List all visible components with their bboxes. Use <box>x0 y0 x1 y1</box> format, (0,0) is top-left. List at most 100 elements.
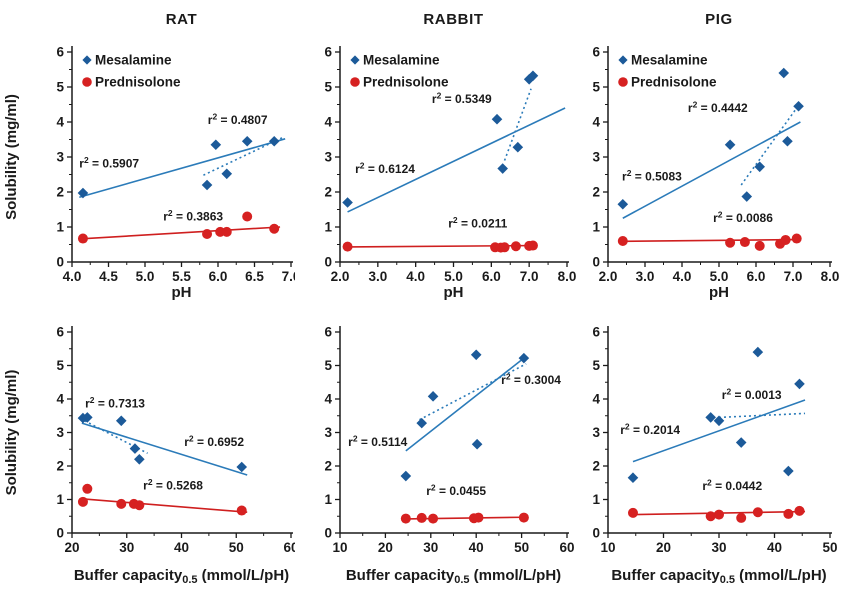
x-tick-label: 7.0 <box>282 269 295 284</box>
y-axis-label: Solubility (mg/ml) <box>3 370 20 496</box>
data-point-mesalamine <box>241 135 253 147</box>
x-tick-label: 6.0 <box>209 269 228 284</box>
x-tick-label: 20 <box>378 540 393 555</box>
y-tick-label: 3 <box>592 425 600 440</box>
x-axis-label: Buffer capacity0.5 (mmol/L/pH) <box>74 567 289 586</box>
legend-marker-prednisolone <box>82 77 92 87</box>
data-point-mesalamine <box>523 74 535 85</box>
y-tick-label: 6 <box>56 45 64 60</box>
y-tick-label: 3 <box>324 150 332 165</box>
y-tick-label: 5 <box>592 80 600 95</box>
data-point-prednisolone <box>221 226 232 237</box>
x-tick-label: 4.0 <box>63 269 82 284</box>
y-tick-label: 4 <box>56 115 64 130</box>
data-point-prednisolone <box>518 512 529 523</box>
data-point-prednisolone <box>725 237 736 248</box>
y-tick-label: 0 <box>56 255 64 270</box>
data-point-prednisolone <box>342 241 353 252</box>
data-point-mesalamine <box>416 417 428 429</box>
x-tick-label: 50 <box>822 540 837 555</box>
legend-label: Prednisolone <box>631 75 717 90</box>
chart-panel-rabbit-ph: 2.0 3.0 4.0 5.0 6.0 7.0 8.0 0 1 2 3 4 5 6 RABBIT pH r2 =… <box>324 11 577 301</box>
y-tick-label: 0 <box>592 526 600 541</box>
r2-annotation: r2 = 0.7313 <box>85 395 145 411</box>
data-point-mesalamine <box>783 465 794 477</box>
y-tick-label: 6 <box>324 325 332 340</box>
chart-panel-rat-ph: 4.0 4.5 5.0 5.5 6.0 6.5 7.0 0 1 2 3 4 5 6 RAT pH Solubil… <box>3 11 295 301</box>
data-point-mesalamine <box>221 168 233 180</box>
x-axis-label: pH <box>444 284 464 301</box>
r2-annotation: r2 = 0.3863 <box>163 208 223 224</box>
trend-line-solid <box>79 226 281 240</box>
x-tick-label: 4.0 <box>406 269 425 284</box>
data-point-mesalamine <box>236 461 248 473</box>
trend-line-solid <box>405 357 525 452</box>
data-point-prednisolone <box>82 483 93 494</box>
y-tick-label: 1 <box>592 492 600 507</box>
y-tick-label: 2 <box>324 459 332 474</box>
trend-line-solid <box>81 422 248 476</box>
legend-label: Prednisolone <box>95 75 181 90</box>
chart-panel-rabbit-buffer: 10 20 30 40 50 60 0 1 2 3 4 5 6 Buffer capacity0.5 (m… <box>324 325 574 587</box>
r2-annotation: r2 = 0.4442 <box>688 100 748 116</box>
data-point-mesalamine <box>201 179 213 191</box>
data-point-prednisolone <box>714 509 724 520</box>
x-tick-label: 5.0 <box>710 269 729 284</box>
y-tick-label: 1 <box>592 220 600 235</box>
x-tick-label: 4.0 <box>673 269 692 284</box>
y-tick-label: 3 <box>56 425 64 440</box>
data-point-prednisolone <box>783 508 794 519</box>
x-tick-label: 60 <box>559 540 574 555</box>
data-point-mesalamine <box>617 198 629 210</box>
data-point-prednisolone <box>791 233 802 244</box>
legend-marker-prednisolone <box>618 77 628 87</box>
x-tick-label: 6.0 <box>747 269 766 284</box>
x-tick-label: 6.0 <box>482 269 501 284</box>
data-point-mesalamine <box>497 163 508 174</box>
y-tick-label: 5 <box>592 358 600 373</box>
data-point-mesalamine <box>400 470 412 482</box>
trend-line-dotted <box>740 107 798 186</box>
data-point-mesalamine <box>129 443 141 454</box>
data-point-prednisolone <box>236 505 247 516</box>
y-tick-label: 5 <box>324 358 332 373</box>
r2-annotation: r2 = 0.0455 <box>426 483 486 499</box>
x-tick-label: 50 <box>229 540 244 555</box>
chart-panel-pig-buffer: 10 20 30 40 50 0 1 2 3 4 5 6 Buffer capacity0.5 (mmo… <box>592 325 837 587</box>
x-tick-label: 30 <box>119 540 134 555</box>
y-tick-label: 2 <box>592 459 600 474</box>
data-point-prednisolone <box>780 234 791 245</box>
x-tick-label: 40 <box>469 540 484 555</box>
x-tick-label: 2.0 <box>331 269 350 284</box>
r2-annotation: r2 = 0.0086 <box>713 210 773 226</box>
x-tick-label: 8.0 <box>558 269 577 284</box>
y-tick-label: 1 <box>56 492 64 507</box>
y-tick-label: 5 <box>56 358 64 373</box>
y-tick-label: 6 <box>592 325 600 340</box>
r2-annotation: r2 = 0.5268 <box>143 477 203 493</box>
y-tick-label: 4 <box>324 392 332 407</box>
x-tick-label: 7.0 <box>520 269 539 284</box>
y-tick-label: 1 <box>56 220 64 235</box>
x-tick-label: 5.5 <box>172 269 191 284</box>
data-point-prednisolone <box>736 512 747 523</box>
data-point-prednisolone <box>527 240 538 251</box>
y-tick-label: 4 <box>592 392 600 407</box>
y-tick-label: 4 <box>592 115 600 130</box>
r2-annotation: r2 = 0.6952 <box>184 433 244 449</box>
chart-panel-pig-ph: 2.0 3.0 4.0 5.0 6.0 7.0 8.0 0 1 2 3 4 5 6 PIG pH r2 = 0.… <box>592 11 839 301</box>
r2-annotation: r2 = 0.5349 <box>432 90 492 106</box>
data-point-mesalamine <box>342 197 353 208</box>
r2-annotation: r2 = 0.2014 <box>620 422 680 438</box>
x-tick-label: 5.0 <box>136 269 155 284</box>
data-point-mesalamine <box>134 454 145 465</box>
data-point-prednisolone <box>754 240 765 251</box>
data-point-prednisolone <box>794 505 805 516</box>
x-tick-label: 40 <box>767 540 782 555</box>
r2-annotation: r2 = 0.0211 <box>448 215 507 231</box>
data-point-mesalamine <box>77 187 89 199</box>
data-point-mesalamine <box>741 191 753 202</box>
data-point-prednisolone <box>77 496 88 507</box>
data-point-prednisolone <box>739 237 750 248</box>
